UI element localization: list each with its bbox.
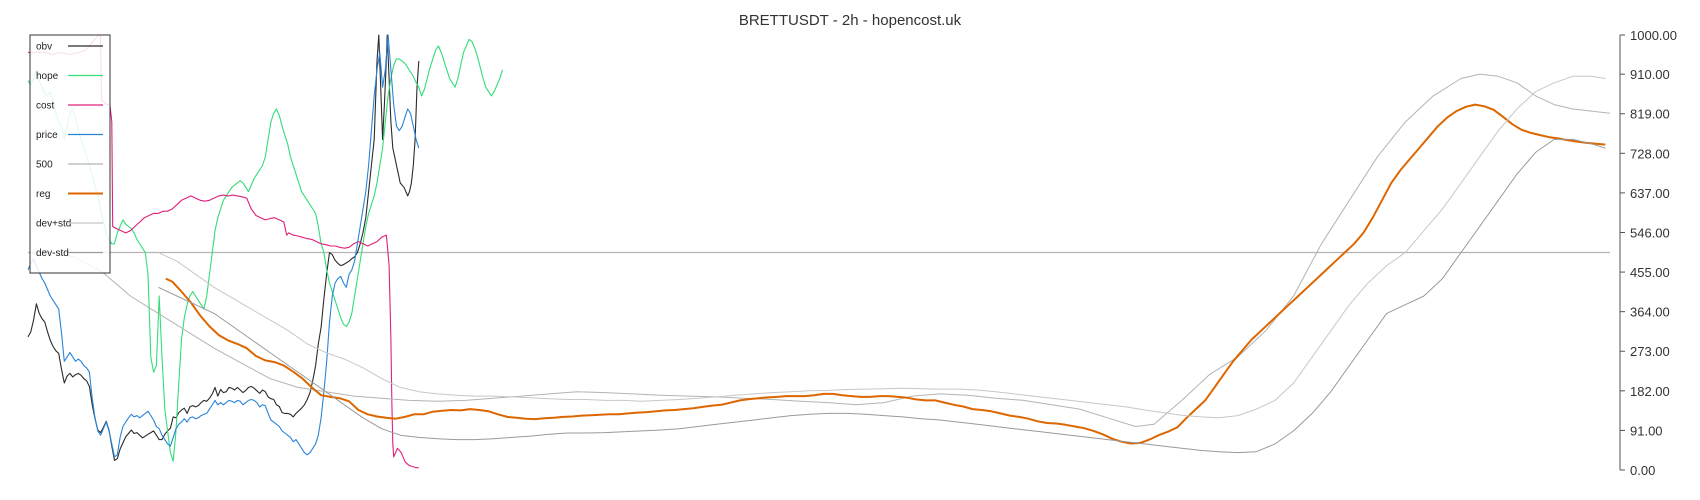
- chart-title: BRETTUSDT - 2h - hopencost.uk: [739, 12, 962, 29]
- legend: obv hope cost price 500 reg dev+std dev-std: [29, 34, 111, 274]
- y-tick-label: 910.00: [1630, 67, 1670, 82]
- legend-box: [29, 34, 111, 274]
- series-line-dev-std: [158, 75, 1606, 419]
- y-tick-label: 364.00: [1630, 305, 1670, 320]
- legend-label: dev-std: [36, 248, 69, 259]
- legend-label: dev+std: [36, 219, 71, 230]
- series-line-price: [27, 34, 420, 458]
- y-tick-label: 637.00: [1630, 186, 1670, 201]
- y-tick-label: 182.00: [1630, 384, 1670, 399]
- y-tick-label: 1000.00: [1630, 28, 1677, 43]
- y-axis: 1000.00 910.00 819.00 728.00 637.00 546.00 455…: [1619, 28, 1677, 478]
- y-tick-label: 0.00: [1630, 463, 1655, 478]
- y-tick-label: 273.00: [1630, 344, 1670, 359]
- y-tick-label: 819.00: [1630, 107, 1670, 122]
- y-tick-label: 728.00: [1630, 146, 1670, 161]
- legend-label: cost: [36, 101, 55, 112]
- legend-label: hope: [36, 71, 59, 82]
- legend-label: price: [36, 130, 58, 141]
- series-line-dev-std: [158, 138, 1606, 454]
- legend-label: reg: [36, 189, 50, 200]
- y-tick-label: 546.00: [1630, 225, 1670, 240]
- y-tick-label: 455.00: [1630, 265, 1670, 280]
- y-tick-label: 91.00: [1630, 423, 1663, 438]
- series-layer: [27, 34, 1611, 469]
- series-line-cost: [28, 34, 419, 469]
- series-line-reg: [165, 103, 1606, 445]
- series-line-500: [46, 73, 1611, 427]
- legend-label: 500: [36, 160, 53, 171]
- legend-label: obv: [36, 42, 52, 53]
